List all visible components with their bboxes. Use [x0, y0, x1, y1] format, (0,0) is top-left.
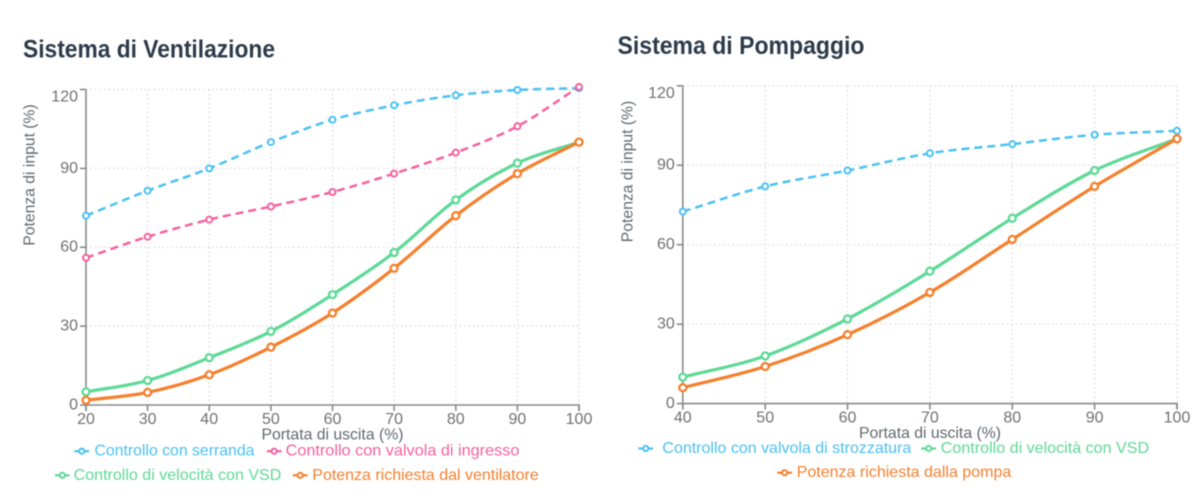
svg-text:Sistema di Pompaggio: Sistema di Pompaggio: [618, 32, 865, 60]
svg-text:90: 90: [509, 411, 527, 428]
svg-text:30: 30: [139, 411, 157, 428]
svg-text:Potenza di input (%): Potenza di input (%): [620, 101, 637, 243]
svg-text:100: 100: [1164, 410, 1191, 427]
svg-text:Portata di uscita (%): Portata di uscita (%): [262, 427, 404, 444]
svg-text:60: 60: [60, 239, 78, 256]
svg-text:20: 20: [77, 411, 95, 428]
svg-text:60: 60: [839, 410, 857, 427]
svg-text:80: 80: [447, 411, 465, 428]
svg-text:50: 50: [262, 411, 280, 428]
svg-text:30: 30: [60, 318, 78, 335]
svg-text:70: 70: [385, 411, 403, 428]
svg-text:90: 90: [1086, 410, 1104, 427]
svg-text:100: 100: [566, 411, 593, 428]
svg-text:120: 120: [648, 85, 675, 102]
svg-text:40: 40: [674, 410, 692, 427]
svg-text:Controllo con serranda: Controllo con serranda: [95, 443, 255, 460]
svg-text:90: 90: [60, 160, 78, 177]
svg-text:Potenza di input (%): Potenza di input (%): [22, 104, 39, 246]
svg-text:40: 40: [200, 411, 218, 428]
svg-text:Sistema di Ventilazione: Sistema di Ventilazione: [23, 36, 275, 64]
svg-text:90: 90: [657, 157, 675, 174]
svg-text:Controllo con valvola di ingre: Controllo con valvola di ingresso: [286, 443, 520, 460]
svg-text:30: 30: [657, 316, 675, 333]
svg-text:Controllo di velocità con VSD: Controllo di velocità con VSD: [74, 467, 282, 484]
svg-text:Controllo con valvola di stroz: Controllo con valvola di strozzatura: [662, 440, 911, 457]
svg-text:Potenza richiesta dal ventilat: Potenza richiesta dal ventilatore: [312, 467, 539, 484]
svg-text:60: 60: [324, 411, 342, 428]
svg-text:60: 60: [657, 236, 675, 253]
svg-text:120: 120: [51, 89, 78, 106]
svg-text:0: 0: [69, 397, 78, 414]
svg-text:Potenza richiesta dalla pompa: Potenza richiesta dalla pompa: [797, 464, 1012, 481]
svg-text:50: 50: [756, 410, 774, 427]
svg-text:Controllo di velocità con VSD: Controllo di velocità con VSD: [941, 440, 1149, 457]
svg-text:0: 0: [666, 395, 675, 412]
svg-text:Portata di uscita (%): Portata di uscita (%): [859, 425, 1001, 442]
svg-text:70: 70: [921, 410, 939, 427]
svg-text:80: 80: [1003, 410, 1021, 427]
